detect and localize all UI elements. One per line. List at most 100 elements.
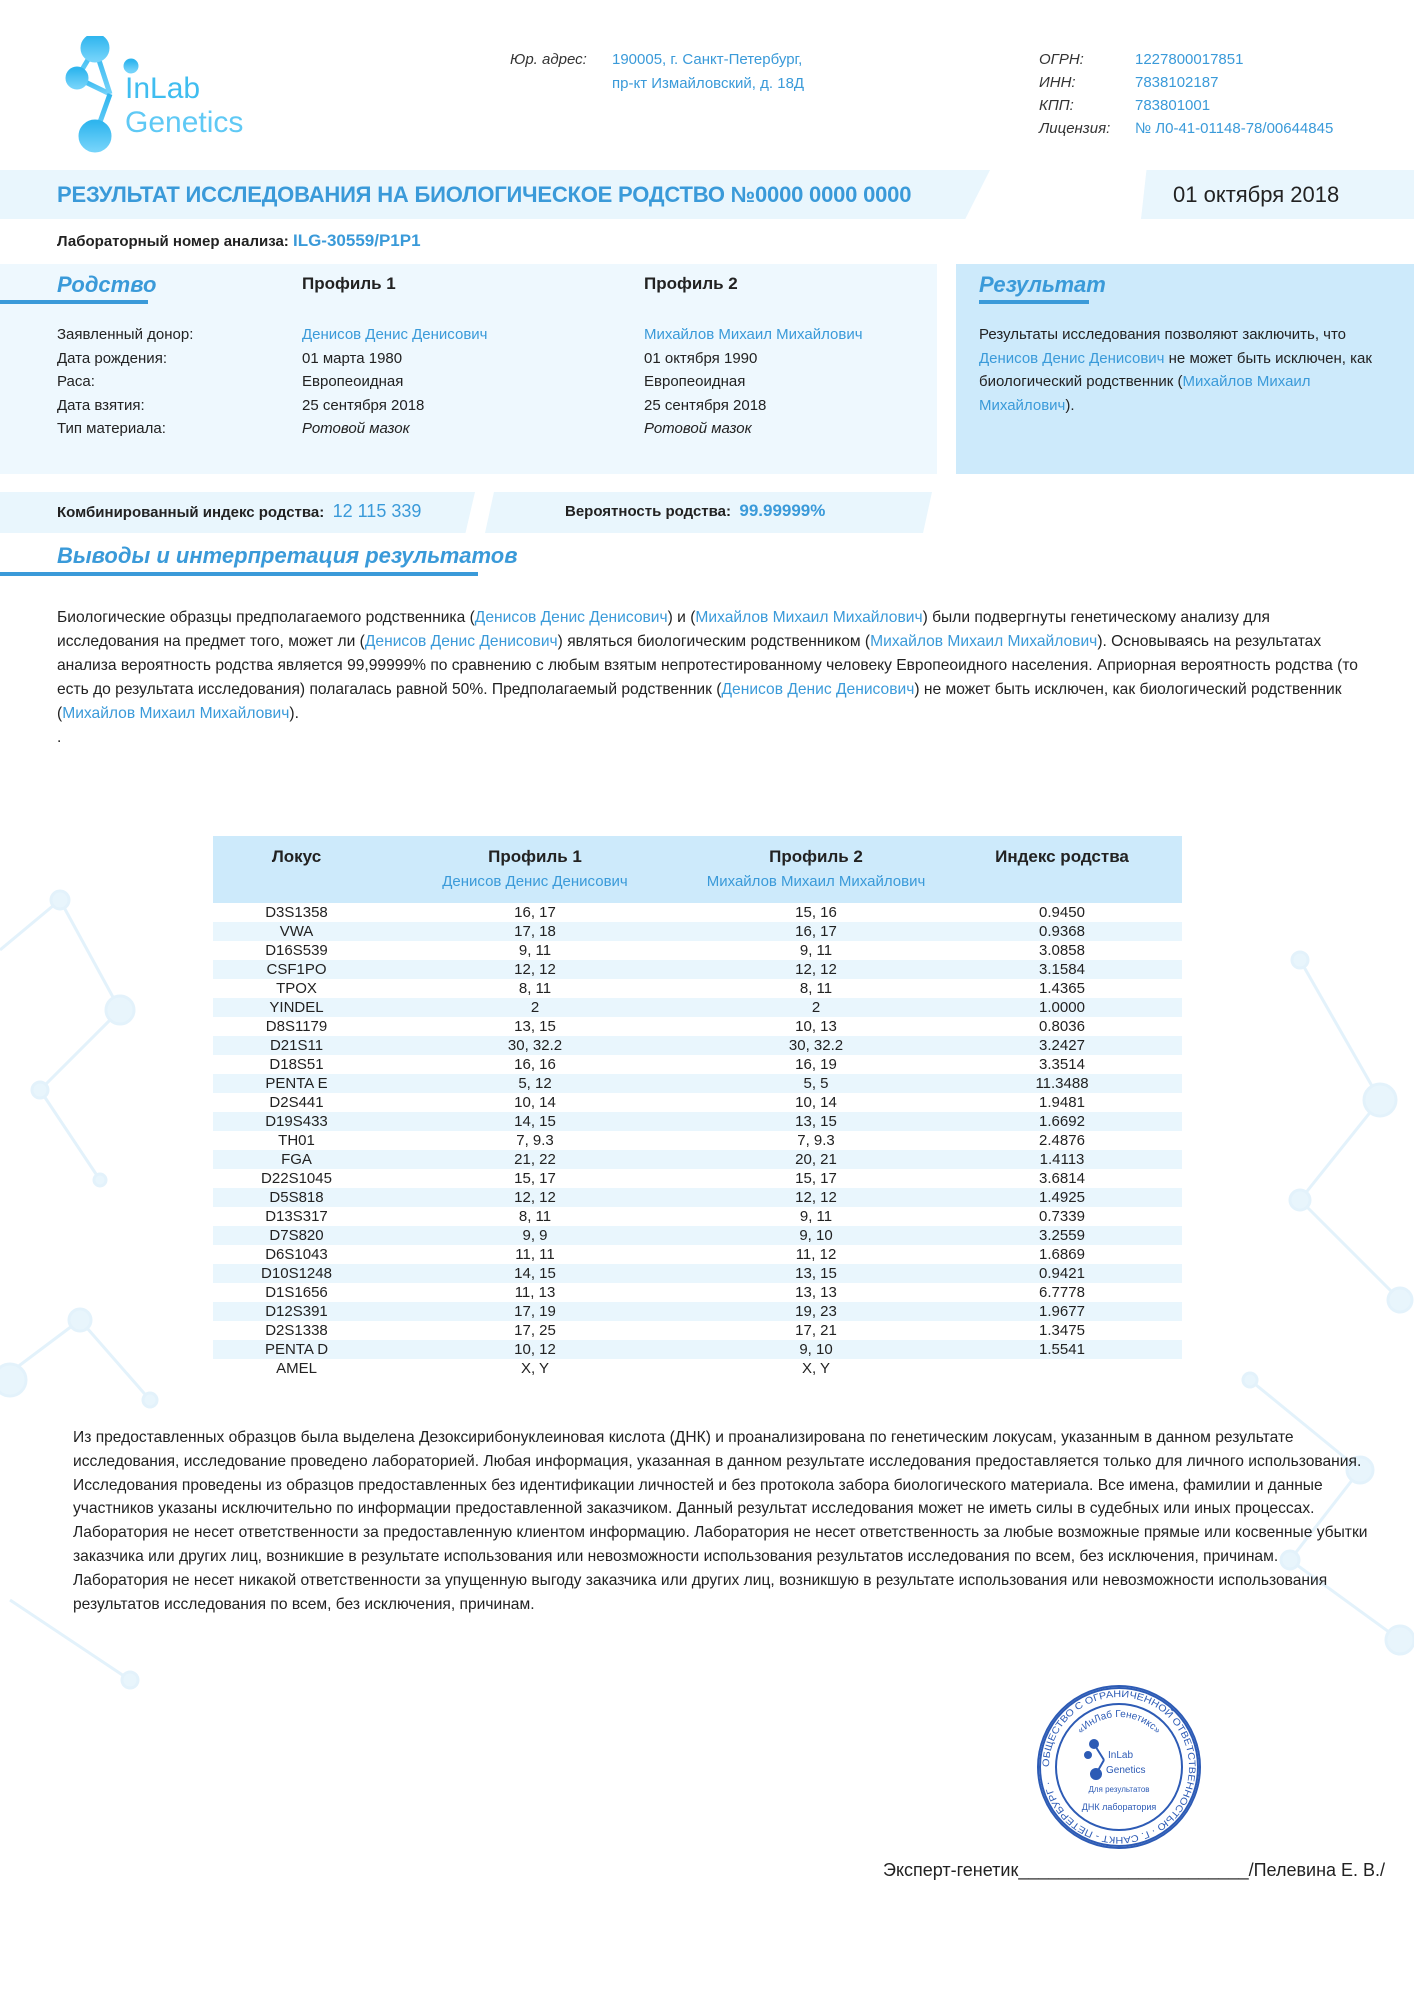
conclusions-underline xyxy=(0,572,478,576)
kinship-index-cell: 3.1584 xyxy=(942,960,1182,979)
kinship-index-cell: 1.5541 xyxy=(942,1340,1182,1359)
profile1-alleles-cell: 17, 25 xyxy=(514,1322,556,1339)
profile1-alleles-cell: 16, 17 xyxy=(514,904,556,921)
result-name-1: Денисов Денис Денисович xyxy=(979,349,1165,367)
kinship-rows: Заявленный донор: Денисов Денис Денисович… xyxy=(57,323,863,441)
disclaimer: Из предоставленных образцов была выделен… xyxy=(73,1429,1368,1613)
profile1-alleles-cell: 13, 15 xyxy=(514,1018,556,1035)
kinship-index-cell: 1.4365 xyxy=(1039,980,1085,997)
locus-cell: PENTA E xyxy=(213,1074,380,1093)
kpp-label: КПП: xyxy=(1039,97,1074,114)
inlab-genetics-logo: InLab Genetics xyxy=(55,33,265,156)
material-p1: Ротовой мазок xyxy=(302,420,410,437)
license-value: № Л0-41-01148-78/00644845 xyxy=(1135,120,1334,137)
table-row: YINDEL 2 2 1.0000 xyxy=(213,998,1182,1017)
kinship-index-cell: 2.4876 xyxy=(1039,1132,1085,1149)
kinship-panel xyxy=(0,264,937,474)
kinship-probability: Вероятность родства: 99.99999% xyxy=(565,501,825,521)
name: Денисов Денис Денисович xyxy=(721,681,915,698)
svg-text:Genetics: Genetics xyxy=(125,106,243,139)
probability-value: 99.99999% xyxy=(739,501,826,520)
kinship-underline xyxy=(0,300,148,304)
locus-cell: D13S317 xyxy=(265,1208,328,1225)
kpp-value: 783801001 xyxy=(1135,97,1211,114)
table-row: D6S1043 11, 11 11, 12 1.6869 xyxy=(213,1245,1182,1264)
profile2-alleles-cell: 13, 15 xyxy=(690,1112,942,1131)
profile1-alleles-cell: 21, 22 xyxy=(380,1150,690,1169)
profile2-alleles-cell: 16, 19 xyxy=(795,1056,837,1073)
lab-number: Лабораторный номер анализа: ILG-30559/P1… xyxy=(57,231,421,251)
kinship-index-cell: 0.9421 xyxy=(942,1264,1182,1283)
donor-p1: Денисов Денис Денисович xyxy=(302,326,488,343)
profile1-alleles-cell: 17, 19 xyxy=(380,1302,690,1321)
locus-cell: TH01 xyxy=(278,1132,315,1149)
profile2-alleles-cell: 17, 21 xyxy=(795,1322,837,1339)
profile2-alleles-cell: 13, 13 xyxy=(795,1284,837,1301)
profile2-alleles-cell: 11, 12 xyxy=(795,1246,837,1263)
profile1-alleles-cell: 12, 12 xyxy=(380,960,690,979)
ogrn-value: 1227800017851 xyxy=(1135,51,1244,68)
birthdate-label: Дата рождения: xyxy=(57,349,167,367)
table-row: D2S1338 17, 25 17, 21 1.3475 xyxy=(213,1321,1182,1340)
locus-cell: VWA xyxy=(213,922,380,941)
index-header: Индекс родства xyxy=(942,836,1182,903)
table-row: TPOX 8, 11 8, 11 1.4365 xyxy=(213,979,1182,998)
table-row: D22S1045 15, 17 15, 17 3.6814 xyxy=(213,1169,1182,1188)
profile2-heading: Профиль 2 xyxy=(644,274,738,293)
profile1-alleles-cell: 14, 15 xyxy=(380,1112,690,1131)
profile2-header-label: Профиль 2 xyxy=(769,847,863,866)
text: ) не может быть исключен, как биологичес… xyxy=(57,681,1342,722)
profile2-header: Профиль 2 Михайлов Михаил Михайлович xyxy=(690,836,942,903)
kinship-index-cell xyxy=(942,1359,1182,1378)
locus-header: Локус xyxy=(213,836,380,903)
text: ) являться биологическим родственником ( xyxy=(557,633,871,650)
profile1-alleles-cell: 7, 9.3 xyxy=(516,1132,554,1149)
race-p2: Европеоидная xyxy=(644,373,746,390)
result-text-3: ). xyxy=(1065,396,1075,414)
profile2-alleles-cell: 9, 11 xyxy=(799,1208,833,1225)
profile1-alleles-cell: 9, 11 xyxy=(518,942,552,959)
name: Денисов Денис Денисович xyxy=(364,633,558,650)
text: ). xyxy=(289,705,299,722)
index-header-label: Индекс родства xyxy=(995,847,1129,866)
signature-line: Эксперт-генетик_______________________/П… xyxy=(883,1860,1385,1881)
profile2-alleles-cell: 5, 5 xyxy=(690,1074,942,1093)
signature-name: /Пелевина Е. В./ xyxy=(1248,1860,1386,1880)
profile2-header-name: Михайлов Михаил Михайлович xyxy=(706,873,926,890)
locus-header-label: Локус xyxy=(271,847,322,866)
result-text-2: не может быть исключен, как биологически… xyxy=(979,349,1372,391)
kinship-index-cell: 6.7778 xyxy=(1039,1284,1085,1301)
kinship-index-cell: 1.6692 xyxy=(942,1112,1182,1131)
combined-index: Комбинированный индекс родства: 12 115 3… xyxy=(57,501,421,522)
profile2-alleles-cell: 20, 21 xyxy=(690,1150,942,1169)
locus-cell: D18S51 xyxy=(269,1056,324,1073)
profile2-alleles-cell: 8, 11 xyxy=(799,980,833,997)
lab-number-value: ILG-30559/P1P1 xyxy=(292,231,421,250)
table-row: PENTA D 10, 12 9, 10 1.5541 xyxy=(213,1340,1182,1359)
lab-number-label: Лабораторный номер анализа: xyxy=(57,233,289,250)
profile2-alleles-cell: 7, 9.3 xyxy=(797,1132,835,1149)
combined-index-label: Комбинированный индекс родства: xyxy=(57,504,325,521)
table-header: Локус Профиль 1 Денисов Денис Денисович П… xyxy=(213,836,1182,903)
locus-cell: D2S1338 xyxy=(265,1322,328,1339)
kinship-index-cell: 11.3488 xyxy=(942,1074,1182,1093)
profile1-alleles-cell: 17, 18 xyxy=(380,922,690,941)
profile1-alleles-cell: 10, 14 xyxy=(514,1094,556,1111)
table-row: D18S51 16, 16 16, 19 3.3514 xyxy=(213,1055,1182,1074)
stamp-logo-line2: Genetics xyxy=(1106,1765,1145,1776)
profile2-alleles-cell: 9, 11 xyxy=(799,942,833,959)
kinship-index-cell: 0.9368 xyxy=(942,922,1182,941)
registry-info: ОГРН: 1227800017851 ИНН: 7838102187 КПП: 78… xyxy=(1039,51,1333,137)
locus-cell: D3S1358 xyxy=(265,904,328,921)
kinship-index-cell: 1.4113 xyxy=(942,1150,1182,1169)
kinship-index-cell: 1.6869 xyxy=(1039,1246,1085,1263)
locus-cell: D8S1179 xyxy=(265,1018,328,1035)
result-underline xyxy=(979,300,1089,304)
table-row: D5S818 12, 12 12, 12 1.4925 xyxy=(213,1188,1182,1207)
profile1-alleles-cell: 10, 12 xyxy=(380,1340,690,1359)
locus-cell: AMEL xyxy=(276,1360,317,1377)
profile2-alleles-cell: 12, 12 xyxy=(690,1188,942,1207)
profile1-alleles-cell: 2 xyxy=(380,998,690,1017)
locus-cell: FGA xyxy=(213,1150,380,1169)
table-row: D8S1179 13, 15 10, 13 0.8036 xyxy=(213,1017,1182,1036)
